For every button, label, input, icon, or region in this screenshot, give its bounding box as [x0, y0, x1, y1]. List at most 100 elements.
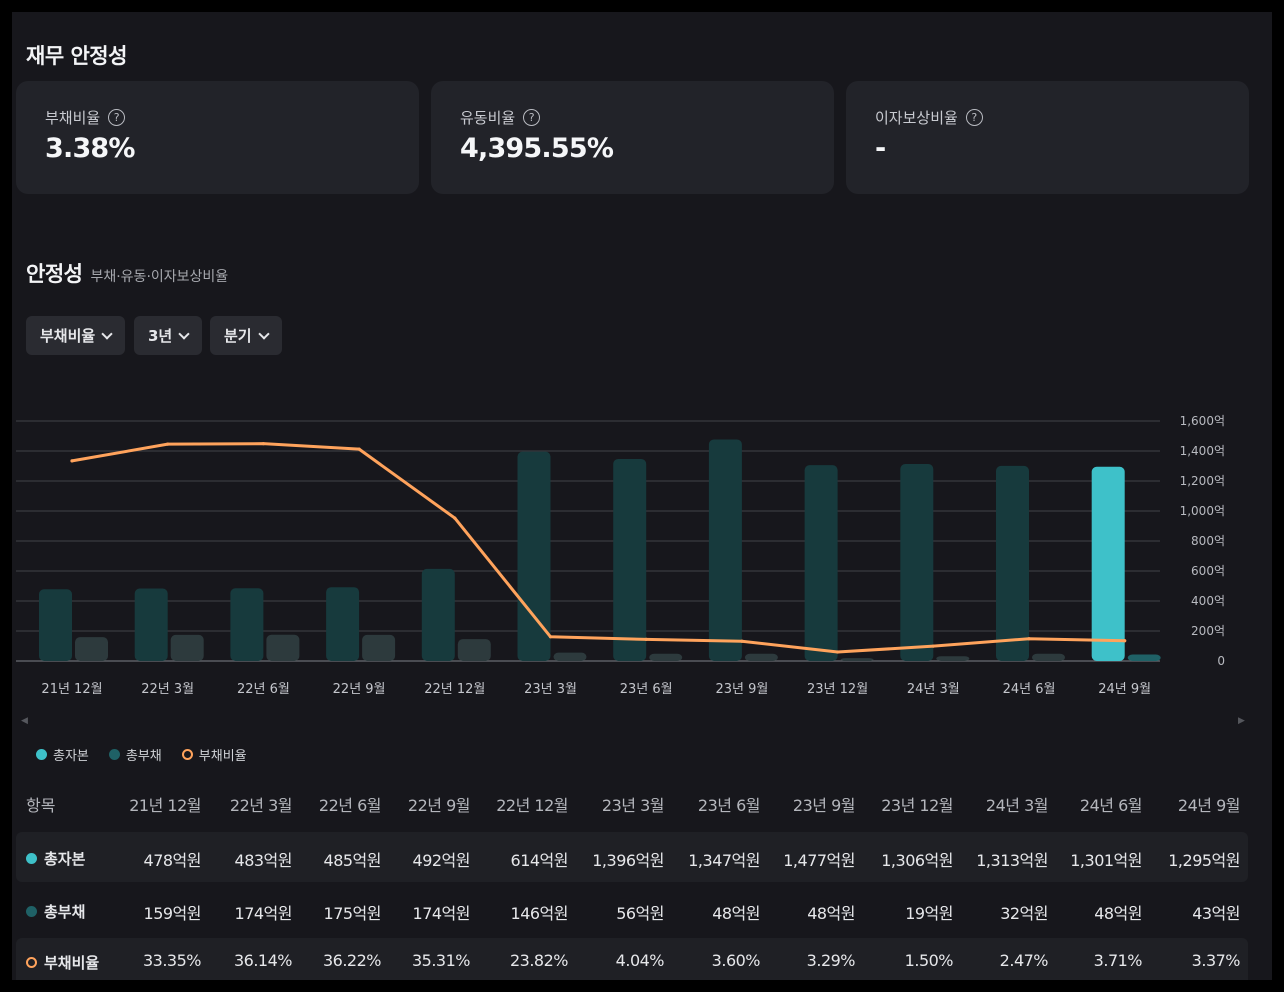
bar-total-equity [996, 465, 1029, 661]
table-cell: 33.35% [142, 951, 202, 970]
scroll-left-icon[interactable]: ◀ [21, 716, 28, 726]
scroll-right-icon[interactable]: ▶ [1238, 716, 1245, 726]
table-cell: 23.82% [509, 951, 569, 970]
legend-dot-icon [36, 749, 47, 760]
period-dropdown[interactable]: 3년 [134, 316, 203, 355]
table-cell: 19억원 [905, 904, 953, 923]
bar-total-liabilities [553, 652, 587, 661]
table-cell: 2.47% [999, 951, 1049, 970]
section-subtitle: 부채·유동·이자보상비율 [90, 269, 229, 285]
y-tick-label: 400억 [1191, 594, 1225, 608]
bar-total-liabilities [1032, 653, 1065, 661]
current-ratio-value: 4,395.55% [460, 133, 614, 164]
legend-label: 총자본 [53, 749, 89, 764]
bar-total-equity [1091, 466, 1125, 661]
table-cell: 1,301억원 [1070, 851, 1142, 870]
legend-item-total-equity[interactable]: 총자본 [36, 745, 89, 764]
table-row-total-equity: 총자본 478억원 483억원 485억원 492억원 614억원 1,396억원 1,34… [16, 832, 1248, 882]
x-tick-label: 21년 12월 [41, 682, 102, 697]
table-cell: 174억원 [412, 904, 471, 923]
x-tick-label: 24년 3월 [907, 682, 960, 697]
table-column-header: 21년 12월 [129, 796, 201, 815]
table-cell: 1.50% [904, 951, 954, 970]
table-cell: 36.22% [322, 951, 382, 970]
bar-total-liabilities [744, 653, 778, 661]
chart-legend: 총자본 총부채 부채비율 [36, 745, 247, 764]
debt-ratio-card: 부채비율 ? 3.38% [16, 81, 419, 194]
interval-dropdown[interactable]: 분기 [210, 316, 282, 355]
x-tick-label: 22년 9월 [333, 682, 386, 697]
row-label: 부채비율 [44, 954, 100, 972]
bar-total-liabilities [170, 634, 204, 661]
debt-ratio-label: 부채비율 [45, 109, 101, 127]
interest-coverage-card: 이자보상비율 ? - [846, 81, 1249, 194]
table-row-debt-ratio: 부채비율 33.35% 36.14% 36.22% 35.31% 23.82% 4.04%… [16, 938, 1248, 980]
table-column-header: 22년 9월 [407, 796, 471, 815]
row-ring-icon [26, 957, 37, 968]
bar-total-equity [134, 588, 168, 661]
current-ratio-label: 유동비율 [460, 109, 516, 127]
section-title: 안정성 [26, 262, 83, 286]
bar-total-liabilities [840, 658, 874, 661]
x-tick-label: 24년 6월 [1003, 682, 1056, 697]
help-icon[interactable]: ? [523, 109, 541, 126]
y-tick-label: 1,400억 [1180, 444, 1225, 458]
table-cell: 1,347억원 [688, 851, 760, 870]
help-icon[interactable]: ? [108, 109, 126, 126]
x-tick-label: 22년 3월 [141, 682, 194, 697]
y-tick-label: 1,600억 [1180, 414, 1225, 428]
legend-dot-icon [108, 749, 120, 760]
table-cell: 614억원 [510, 851, 569, 870]
bar-total-liabilities [75, 637, 108, 661]
bar-total-equity [421, 568, 455, 661]
table-cell: 3.29% [806, 951, 856, 970]
table-cell: 35.31% [411, 951, 471, 970]
table-cell: 492억원 [412, 851, 471, 870]
y-tick-label: 1,000억 [1180, 504, 1225, 518]
chevron-down-icon [257, 327, 270, 340]
table-row-total-liabilities: 총부채 159억원 174억원 175억원 174억원 146억원 56억원 48억원 48억… [16, 885, 1248, 935]
table-cell: 159억원 [143, 904, 202, 923]
bar-total-liabilities [1127, 654, 1161, 661]
point-debt-ratio [836, 650, 840, 654]
table-cell: 1,396억원 [592, 851, 664, 870]
point-debt-ratio [548, 635, 553, 639]
legend-label: 부채비율 [198, 749, 247, 764]
period-dropdown-label: 3년 [148, 327, 173, 345]
chevron-down-icon [178, 327, 190, 340]
help-icon[interactable]: ? [965, 109, 983, 126]
y-tick-label: 800억 [1191, 534, 1225, 548]
bar-total-equity [613, 458, 647, 661]
table-cell: 174억원 [234, 904, 293, 923]
row-dot-icon [26, 906, 37, 917]
point-debt-ratio [1027, 637, 1031, 641]
bar-total-equity [804, 465, 838, 661]
x-tick-label: 23년 6월 [620, 682, 673, 697]
bar-total-liabilities [936, 656, 970, 661]
table-cell: 3.71% [1093, 951, 1143, 970]
table-cell: 483억원 [234, 851, 293, 870]
table-cell: 3.60% [711, 951, 761, 970]
table-column-header: 22년 3월 [229, 796, 293, 815]
table-cell: 48억원 [712, 904, 760, 923]
x-tick-label: 23년 12월 [807, 682, 868, 697]
row-label: 총부채 [44, 903, 86, 921]
x-tick-label: 23년 3월 [524, 682, 577, 697]
table-column-header: 22년 6월 [318, 796, 382, 815]
current-ratio-card: 유동비율 ? 4,395.55% [431, 81, 834, 194]
financial-stability-panel: 재무 안정성 부채비율 ? 3.38% 유동비율 ? 4,395.55% 이자보… [12, 12, 1272, 980]
bar-total-liabilities [649, 653, 683, 661]
legend-item-debt-ratio[interactable]: 부채비율 [181, 745, 247, 764]
table-cell: 48억원 [1094, 904, 1142, 923]
table-cell: 36.14% [233, 951, 293, 970]
metric-dropdown[interactable]: 부채비율 [26, 316, 126, 355]
table-column-header: 24년 3월 [985, 796, 1049, 815]
legend-item-total-liabilities[interactable]: 총부채 [108, 745, 162, 764]
bar-total-liabilities [266, 634, 300, 661]
debt-ratio-value: 3.38% [45, 133, 135, 164]
table-cell: 43억원 [1192, 904, 1240, 923]
bar-total-liabilities [362, 634, 396, 661]
row-label: 총자본 [44, 850, 86, 868]
legend-ring-icon [181, 749, 193, 760]
point-debt-ratio [357, 447, 361, 451]
